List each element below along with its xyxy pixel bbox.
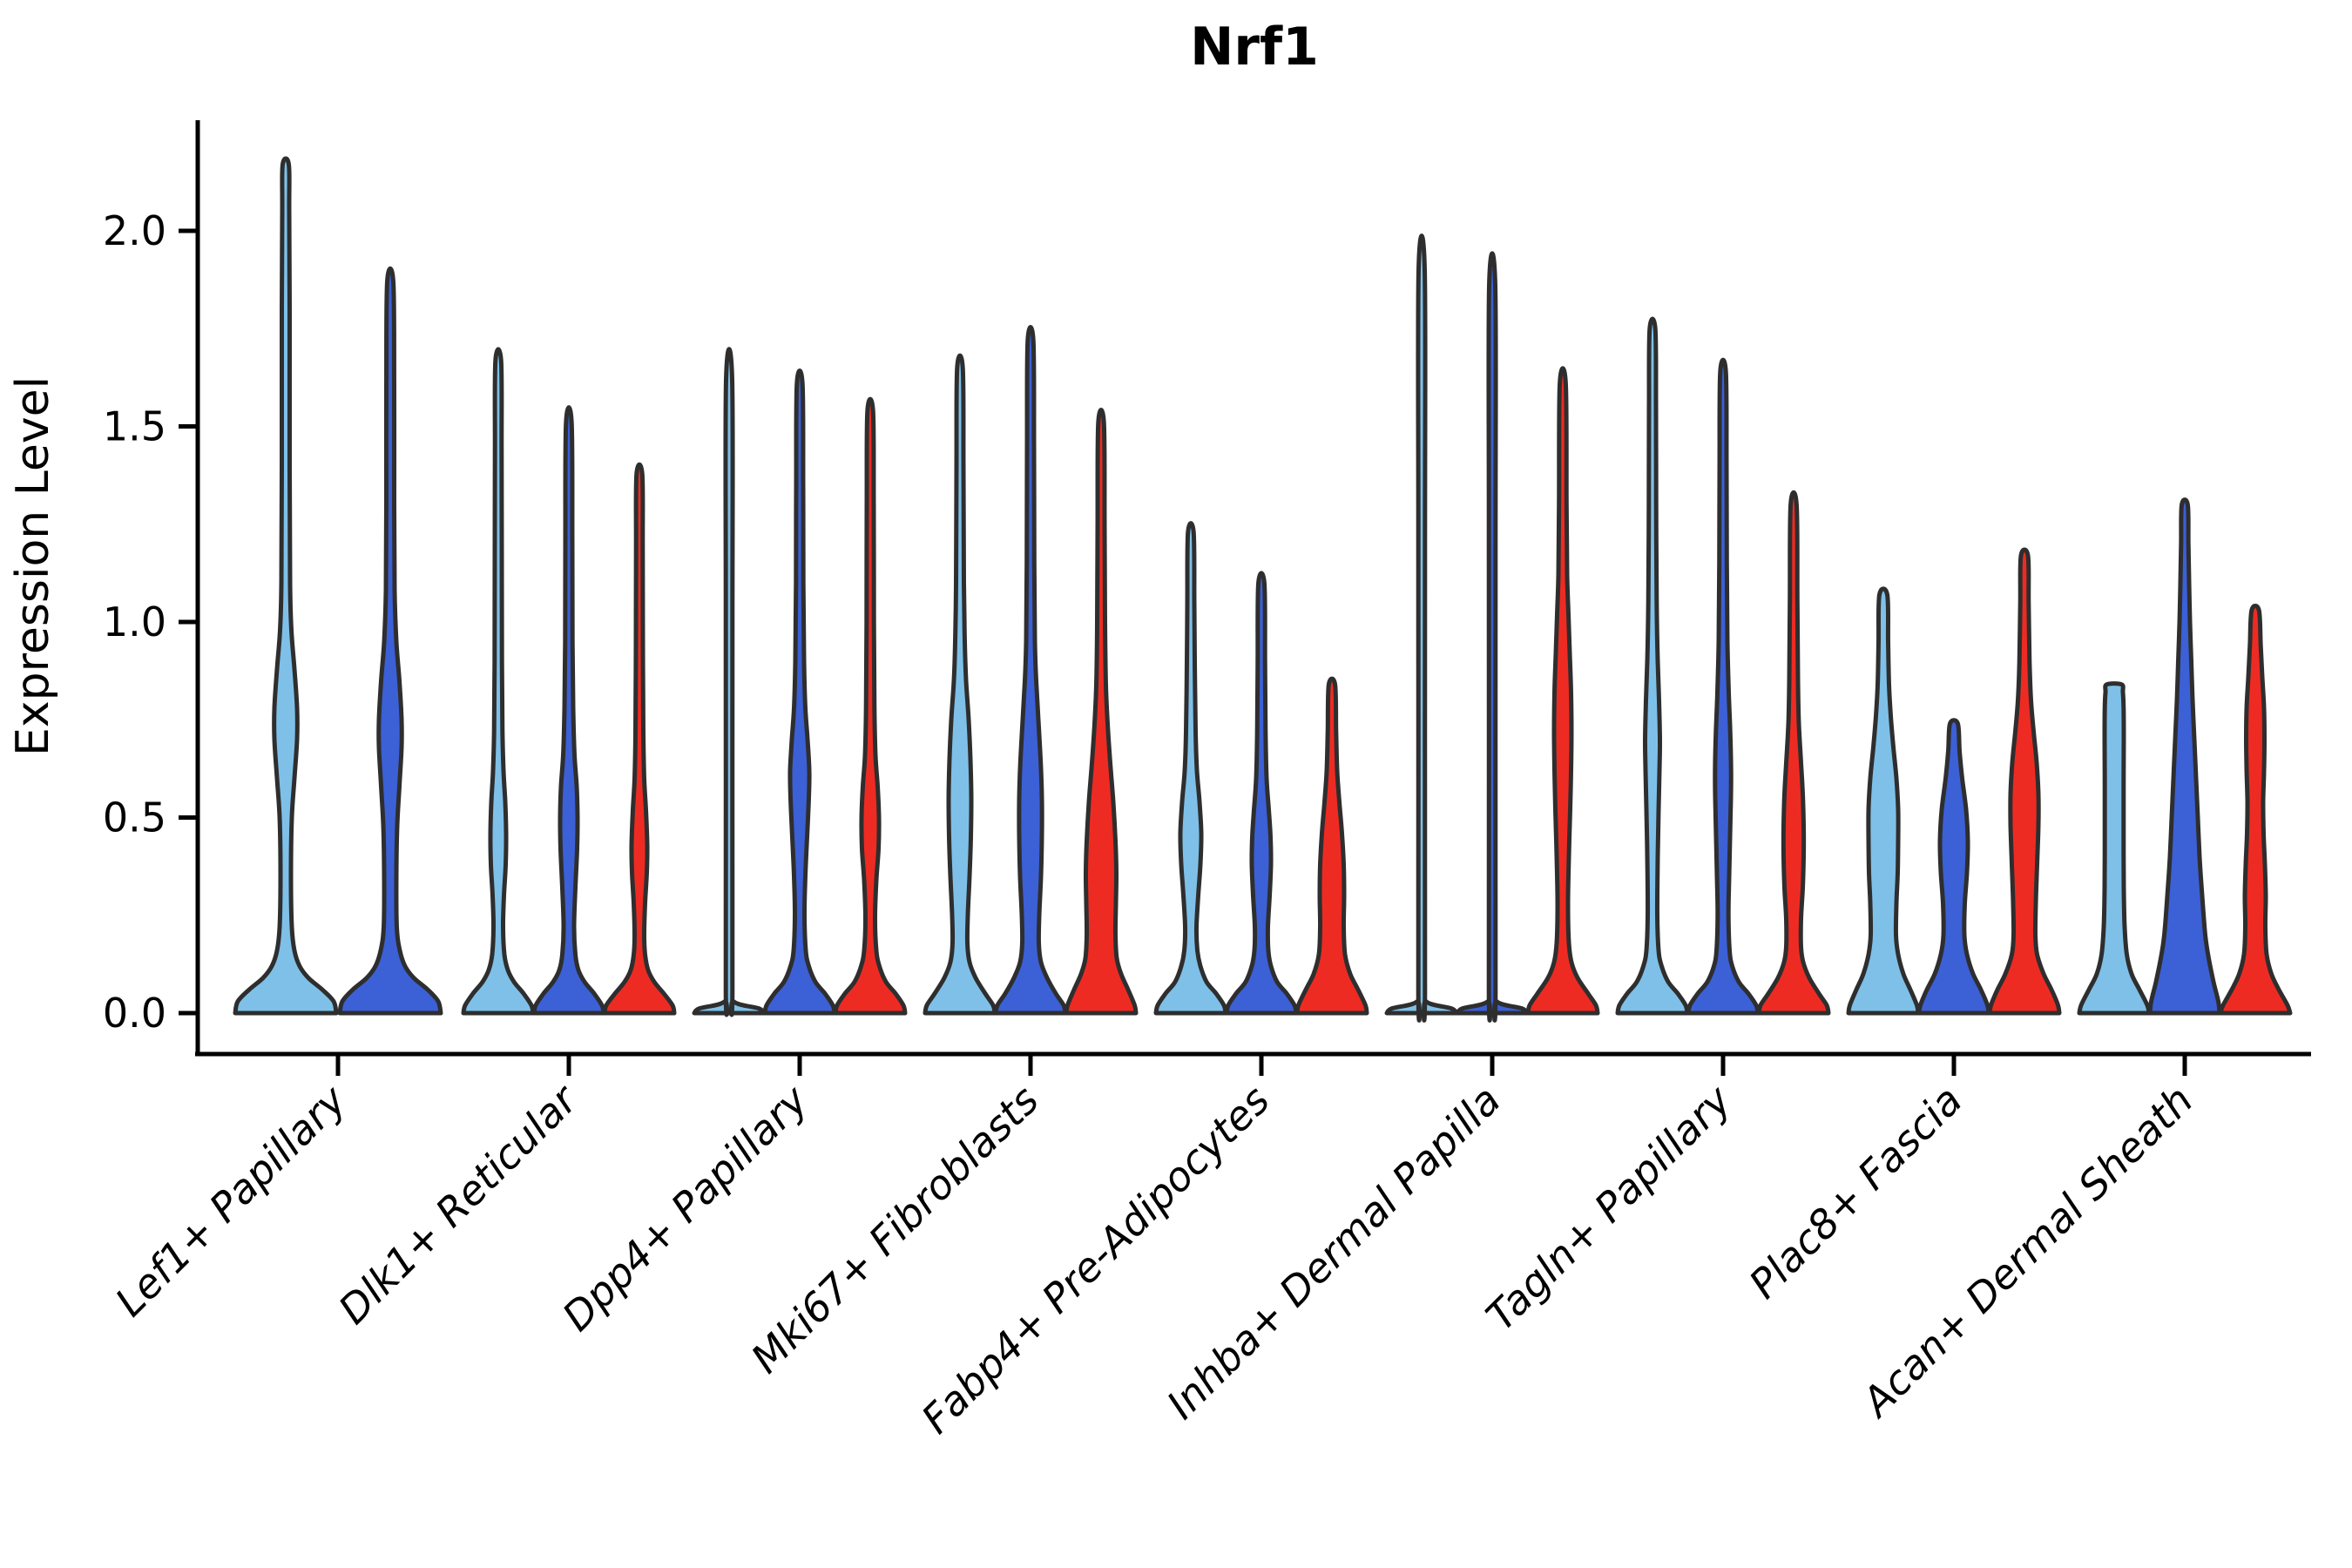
violin-4-1	[1224, 571, 1299, 1016]
violin-6-0	[1615, 316, 1690, 1016]
violin-1-1	[531, 405, 606, 1016]
violin-6-1	[1686, 357, 1761, 1016]
violin-4-2	[1294, 676, 1369, 1016]
x-category-label: Dpp4+ Papillary	[553, 1076, 817, 1340]
violins-layer	[233, 156, 2293, 1023]
y-tick-label: 0.0	[103, 990, 166, 1037]
y-ticks-layer: 0.0 0.5 1.0 1.5 2.0	[103, 207, 198, 1037]
violin-6-2	[1756, 490, 1831, 1016]
x-category-label: Tagln+ Papillary	[1477, 1076, 1740, 1340]
violin-2-2	[833, 396, 908, 1016]
violin-3-2	[1064, 407, 1139, 1016]
violin-5-2	[1525, 366, 1600, 1016]
violin-7-2	[1987, 547, 2062, 1016]
x-category-label: Dlk1+ Reticular	[329, 1074, 588, 1333]
violin-7-0	[1846, 586, 1921, 1016]
violin-1-2	[602, 462, 677, 1016]
violin-0-0	[233, 156, 339, 1016]
violin-2-1	[762, 368, 837, 1016]
violin-8-1	[2147, 497, 2222, 1016]
y-tick-label: 0.5	[103, 794, 166, 841]
y-tick-label: 1.0	[103, 598, 166, 645]
violin-3-1	[993, 325, 1068, 1016]
x-category-label: Lef1+ Papillary	[106, 1076, 355, 1325]
violin-2-0	[692, 347, 767, 1017]
violin-7-1	[1916, 718, 1991, 1016]
violin-0-1	[337, 266, 443, 1016]
y-tick-label: 1.5	[103, 403, 166, 450]
y-axis-label: Expression Level	[7, 376, 59, 756]
violin-4-0	[1153, 521, 1228, 1016]
violin-8-2	[2218, 604, 2293, 1016]
violin-3-0	[923, 353, 997, 1016]
violin-5-1	[1455, 251, 1530, 1023]
chart-title: Nrf1	[1190, 17, 1319, 78]
y-tick-label: 2.0	[103, 207, 166, 254]
violin-1-0	[461, 347, 536, 1016]
violin-5-0	[1384, 233, 1459, 1023]
violin-8-0	[2077, 681, 2152, 1016]
x-category-label: Plac8+ Fascia	[1740, 1077, 1970, 1308]
